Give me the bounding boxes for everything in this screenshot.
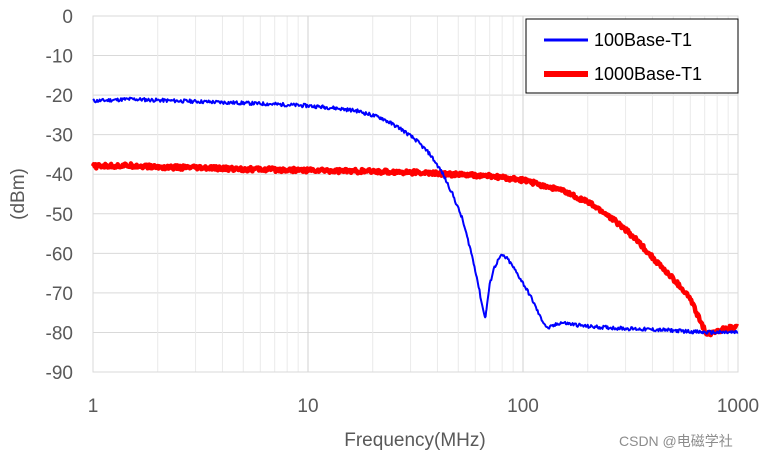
plot-area-border xyxy=(92,15,739,373)
x-tick-label: 10 xyxy=(297,396,318,417)
y-tick-label: -50 xyxy=(46,205,73,226)
y-tick-label: 0 xyxy=(62,7,73,28)
legend-label-1000base-t1: 1000Base-T1 xyxy=(594,64,702,84)
x-tick-label: 1 xyxy=(88,396,99,417)
y-tick-label: -70 xyxy=(46,284,73,305)
legend-box xyxy=(525,18,739,94)
y-tick-label: -60 xyxy=(46,244,73,265)
series-layer xyxy=(90,96,740,338)
y-tick-label: -30 xyxy=(46,126,73,147)
legend: 100Base-T1 1000Base-T1 xyxy=(525,18,739,94)
y-tick-label: -10 xyxy=(46,47,73,68)
series-line-1000base-t1 xyxy=(90,161,740,338)
x-tick-labels: 1 10 100 1000 xyxy=(88,396,759,417)
y-tick-label: -80 xyxy=(46,323,73,344)
x-tick-label: 100 xyxy=(507,396,539,417)
x-axis-title: Frequency(MHz) xyxy=(344,430,485,451)
y-tick-label: -20 xyxy=(46,86,73,107)
legend-label-100base-t1: 100Base-T1 xyxy=(594,30,692,50)
y-axis-title: (dBm) xyxy=(8,168,29,220)
grid xyxy=(92,15,738,373)
y-tick-label: -40 xyxy=(46,165,73,186)
y-tick-label: -90 xyxy=(46,363,73,384)
watermark: CSDN @电磁学社 xyxy=(619,433,733,449)
y-tick-labels: 0 -10 -20 -30 -40 -50 -60 -70 -80 -90 xyxy=(46,7,73,384)
series-line-100base-t1 xyxy=(92,96,739,335)
x-tick-label: 1000 xyxy=(717,396,759,417)
